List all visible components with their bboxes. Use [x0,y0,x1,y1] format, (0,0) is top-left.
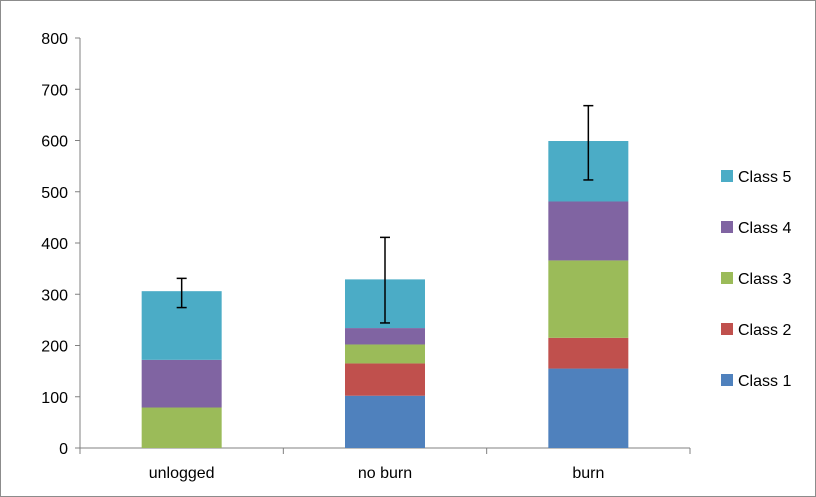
legend-swatch [721,170,733,182]
bar-class-1-burn [548,368,629,448]
legend: Class 5 Class 4 Class 3 Class 2 Class 1 [721,169,791,390]
y-tick-label: 600 [41,134,68,151]
legend-swatch [721,272,733,284]
legend-label: Class 1 [738,373,791,390]
y-tick-label: 100 [41,390,68,407]
legend-label: Class 2 [738,322,791,339]
legend-swatch [721,221,733,233]
bar-class-4-burn [548,201,629,261]
legend-label: Class 3 [738,271,791,288]
legend-swatch [721,374,733,386]
bar-class-3-burn [548,260,629,338]
x-tick-label: burn [572,465,604,482]
legend-label: Class 4 [738,220,791,237]
bar-class-3-no-burn [345,344,425,364]
legend-label: Class 5 [738,169,791,186]
bars [141,141,629,448]
y-tick-label: 0 [59,441,68,458]
y-tick-label: 200 [41,339,68,356]
y-tick-label: 500 [41,185,68,202]
bar-class-3-unlogged [141,407,222,448]
bar-class-2-no-burn [345,363,425,396]
bar-class-4-no-burn [345,328,425,345]
legend-swatch [721,323,733,335]
y-tick-label: 700 [41,82,68,99]
error-bars [176,104,594,324]
x-tick-label: no burn [358,465,412,482]
y-tick-label: 300 [41,287,68,304]
y-tick-label: 400 [41,236,68,253]
x-tick-label: unlogged [149,465,215,482]
bar-class-2-burn [548,337,629,369]
bar-class-1-no-burn [345,395,425,448]
bar-class-4-unlogged [141,359,222,408]
y-tick-label: 800 [41,31,68,48]
